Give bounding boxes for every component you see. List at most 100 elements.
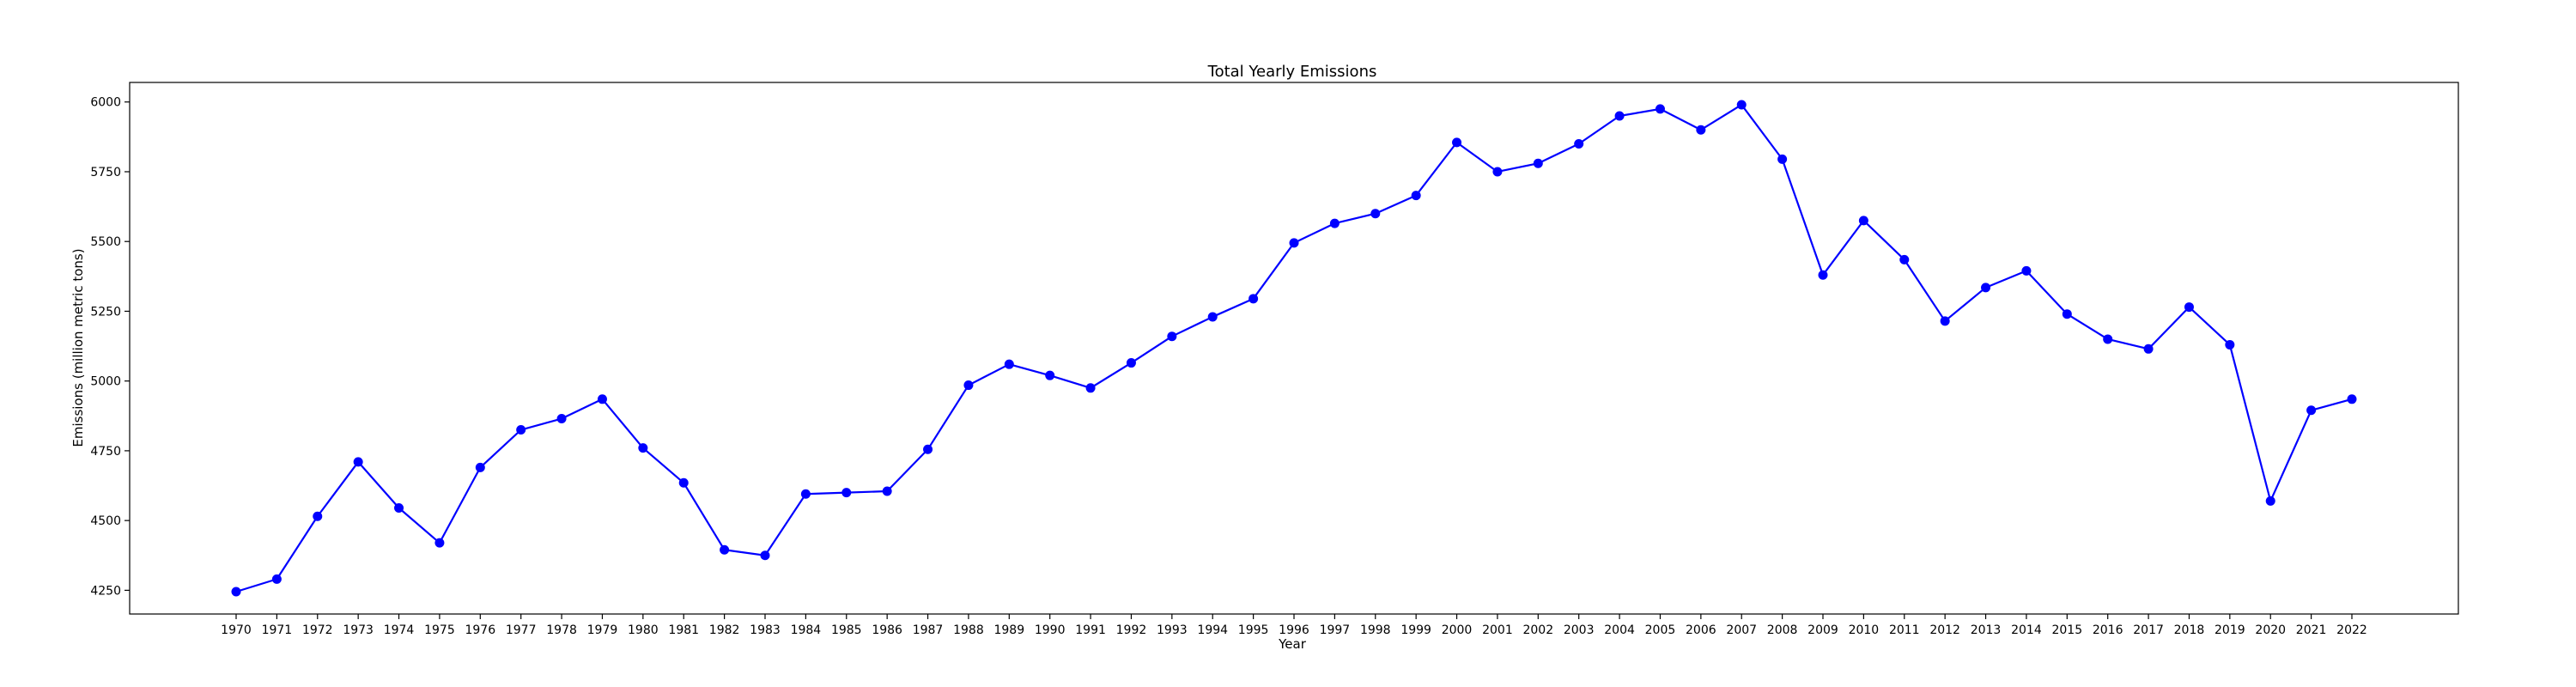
- y-axis-label: Emissions (million metric tons): [70, 248, 86, 447]
- data-point: [2143, 344, 2154, 354]
- data-point: [1289, 238, 1299, 248]
- data-point: [271, 574, 282, 584]
- data-point: [1940, 316, 1950, 326]
- data-point: [1207, 312, 1218, 322]
- x-tick-label: 1989: [993, 623, 1024, 637]
- x-tick-label: 2012: [1929, 623, 1960, 637]
- data-point: [800, 489, 811, 499]
- x-tick-label: 2000: [1442, 623, 1473, 637]
- x-tick-label: 2004: [1604, 623, 1635, 637]
- x-tick-label: 2016: [2093, 623, 2123, 637]
- data-point: [394, 503, 404, 514]
- data-point: [1655, 104, 1665, 114]
- x-tick-label: 1999: [1400, 623, 1431, 637]
- data-point: [556, 414, 567, 424]
- data-point: [2184, 302, 2194, 313]
- data-point: [1126, 358, 1136, 368]
- x-tick-label: 2013: [1971, 623, 2002, 637]
- data-point: [1329, 218, 1340, 228]
- x-tick-label: 1973: [343, 623, 374, 637]
- x-tick-label: 1995: [1238, 623, 1269, 637]
- data-point: [923, 444, 933, 454]
- data-point: [678, 477, 689, 488]
- x-tick-label: 1983: [750, 623, 781, 637]
- plot-area: 4250 4500 4750 5000 5250 5500 5750 6000 1970 1971…: [90, 82, 2459, 637]
- data-point: [1492, 167, 1503, 177]
- x-tick-label: 1976: [465, 623, 495, 637]
- data-point: [2062, 309, 2072, 319]
- x-tick-label: 2001: [1482, 623, 1513, 637]
- y-tick-label: 6000: [90, 96, 121, 110]
- data-point: [313, 511, 323, 521]
- data-point: [1411, 191, 1421, 201]
- x-tick-label: 1975: [424, 623, 455, 637]
- data-point: [353, 457, 363, 467]
- data-point: [1858, 216, 1868, 226]
- x-tick-label: 1972: [302, 623, 333, 637]
- data-point: [1736, 100, 1747, 110]
- data-point: [1981, 283, 1991, 293]
- data-point: [231, 587, 241, 597]
- data-point: [638, 443, 648, 453]
- x-tick-label: 1979: [587, 623, 618, 637]
- x-tick-label: 2006: [1686, 623, 1716, 637]
- y-tick-label: 4250: [90, 584, 121, 598]
- y-tick-label: 4750: [90, 445, 121, 459]
- data-point: [882, 486, 892, 496]
- x-tick-label: 2021: [2296, 623, 2327, 637]
- x-tick-label: 1988: [953, 623, 984, 637]
- x-tick-label: 2011: [1889, 623, 1920, 637]
- x-tick-label: 2022: [2336, 623, 2367, 637]
- data-point: [841, 488, 852, 498]
- data-point: [434, 538, 445, 548]
- data-point: [1370, 209, 1381, 219]
- x-tick-label: 1984: [791, 623, 822, 637]
- data-point: [1249, 294, 1259, 304]
- x-tick-label: 1993: [1157, 623, 1188, 637]
- x-tick-label: 2017: [2133, 623, 2164, 637]
- y-tick-label: 5750: [90, 166, 121, 179]
- x-tick-label: 2007: [1726, 623, 1757, 637]
- data-point: [2103, 334, 2113, 344]
- data-point: [2265, 495, 2275, 506]
- y-tick-label: 5000: [90, 375, 121, 389]
- data-point: [720, 544, 730, 555]
- x-tick-label: 1997: [1320, 623, 1351, 637]
- data-point: [597, 394, 607, 404]
- x-tick-label: 2020: [2255, 623, 2286, 637]
- data-point: [2347, 394, 2357, 404]
- x-tick-label: 1980: [628, 623, 659, 637]
- data-point: [1696, 125, 1706, 135]
- x-tick-label: 1992: [1116, 623, 1147, 637]
- data-point: [1085, 383, 1096, 393]
- data-point: [2225, 339, 2235, 350]
- data-point: [1045, 370, 1055, 380]
- x-tick-label: 1985: [831, 623, 862, 637]
- x-tick-label: 2005: [1645, 623, 1676, 637]
- x-tick-label: 2015: [2051, 623, 2082, 637]
- x-tick-label: 2009: [1807, 623, 1838, 637]
- x-tick-label: 1990: [1035, 623, 1066, 637]
- x-tick-label: 1971: [262, 623, 293, 637]
- x-tick-label: 2002: [1522, 623, 1553, 637]
- x-tick-label: 2003: [1564, 623, 1595, 637]
- x-tick-label: 1978: [546, 623, 577, 637]
- x-tick-label: 2018: [2174, 623, 2205, 637]
- data-point: [475, 462, 485, 472]
- x-tick-label: 2010: [1849, 623, 1880, 637]
- series-line: [235, 103, 2353, 593]
- data-point: [760, 550, 770, 561]
- x-tick-label: 1987: [913, 623, 944, 637]
- data-point: [1777, 154, 1788, 164]
- data-point: [1818, 270, 1828, 280]
- x-tick-label: 1981: [668, 623, 699, 637]
- data-point: [963, 380, 974, 391]
- data-point: [1167, 331, 1177, 342]
- data-point: [2021, 265, 2032, 276]
- data-point: [1614, 111, 1625, 121]
- y-tick-label: 4500: [90, 514, 121, 528]
- data-point: [1899, 254, 1910, 264]
- x-tick-label: 1982: [709, 623, 740, 637]
